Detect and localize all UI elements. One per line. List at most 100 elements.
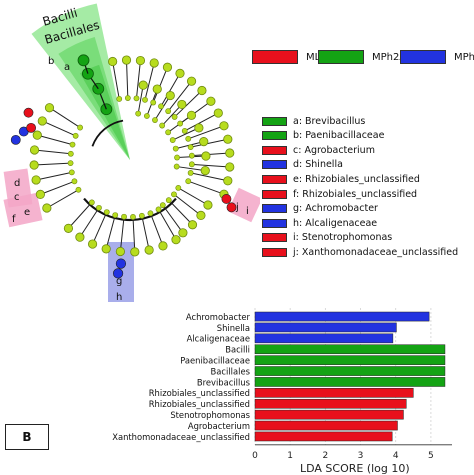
tree-node	[181, 127, 188, 134]
inner-arc	[91, 119, 124, 147]
tree-node	[187, 169, 194, 176]
tree-node	[75, 186, 82, 193]
highlighted-node	[23, 107, 34, 118]
tree-node	[68, 169, 75, 176]
clade-i-j-highlight	[227, 187, 260, 223]
tree-node	[201, 151, 211, 161]
clade-legend-item: i: Stenotrophomonas	[262, 232, 392, 244]
clade-legend-swatch	[262, 174, 287, 184]
branch	[126, 60, 129, 99]
bar-category-label: Alcaligenaceae	[187, 334, 250, 344]
tree-node	[158, 103, 164, 110]
branch	[160, 73, 181, 107]
x-tick-label: 4	[393, 451, 399, 461]
branch	[137, 85, 144, 114]
highlighted-node	[10, 134, 21, 145]
branch	[174, 90, 203, 118]
tree-node	[177, 99, 187, 110]
tree-node	[71, 178, 78, 185]
tree-node	[177, 120, 184, 127]
legend-swatch-mph2a	[318, 50, 364, 64]
tree-node	[186, 76, 197, 86]
tree-node	[143, 113, 150, 119]
branch	[132, 216, 136, 252]
clade-legend-item: a: Brevibacillus	[262, 115, 365, 127]
branch	[184, 112, 219, 132]
left-letter: e	[24, 207, 30, 218]
clade-legend-item: f: Rhizobiales_unclassified	[262, 188, 417, 200]
x-tick-label: 2	[322, 451, 328, 461]
tree-node	[150, 99, 157, 106]
tree-node	[175, 184, 182, 191]
legend-label-mphysl: MPhYsL	[454, 51, 474, 63]
x-tick-label: 5	[428, 451, 434, 461]
tree-node	[225, 148, 235, 158]
tree-node	[169, 137, 176, 143]
wedge-letter: a	[64, 62, 70, 73]
tree-node	[165, 129, 172, 136]
tree-node	[67, 160, 74, 167]
highlighted-node	[115, 258, 127, 269]
branch	[49, 107, 81, 129]
legend-label-ml: ML	[306, 51, 321, 63]
lda-bar	[254, 409, 404, 420]
tree-node	[178, 228, 188, 238]
tree-node	[87, 239, 98, 249]
panel-label: B	[5, 424, 49, 450]
branch	[178, 187, 209, 206]
branch	[35, 171, 72, 181]
tree-node	[142, 96, 148, 103]
clade-legend-swatch	[262, 218, 287, 228]
tree-node	[42, 203, 52, 213]
bottom-letter: g	[116, 276, 122, 287]
branch	[105, 214, 116, 249]
clade-legend-label: a: Brevibacillus	[293, 115, 366, 127]
clade-legend-swatch	[262, 131, 287, 141]
branch	[190, 138, 228, 148]
bar-category-label: Agrobacterium	[188, 421, 250, 431]
tree-node	[149, 58, 159, 68]
tree-node	[172, 145, 179, 152]
branch	[34, 149, 71, 155]
clade-legend-label: j: Xanthomonadaceae_unclassified	[293, 246, 459, 258]
lda-bar	[254, 322, 397, 333]
tree-node	[165, 108, 172, 115]
clade-legend-label: e: Rhizobiales_unclassified	[293, 173, 420, 185]
tree-node	[187, 144, 194, 151]
bacilli-node	[77, 54, 90, 67]
tree-node	[185, 135, 192, 142]
tree-node	[75, 232, 85, 242]
tree-node	[225, 162, 235, 172]
branch	[161, 104, 183, 126]
legend-item-mphysl: MPhYsL	[400, 50, 474, 64]
branch	[135, 60, 141, 99]
clade-legend-swatch	[262, 233, 287, 243]
bar-category-label: Paenibacillaceae	[180, 356, 250, 366]
tree-node	[135, 55, 146, 66]
x-axis-title: LDA SCORE (log 10)	[300, 462, 410, 475]
lda-bar	[254, 398, 407, 409]
legend-label-mph2a: MPh2A	[372, 51, 407, 63]
clade-legend-label: b: Paenibacillaceae	[293, 130, 385, 142]
x-tick-label: 1	[287, 451, 293, 461]
clade-legend-swatch	[262, 247, 287, 257]
clade-legend-label: d: Shinella	[293, 159, 343, 171]
tree-node	[213, 108, 223, 118]
clade-legend-swatch	[262, 145, 287, 155]
tree-node	[103, 209, 110, 216]
tree-node	[186, 110, 197, 120]
lda-bar	[254, 377, 446, 387]
lda-bar-chart: AchromobacterShinellaAlcaligenaceaeBacil…	[112, 308, 452, 461]
tree-node	[159, 202, 166, 209]
tree-node	[188, 161, 195, 168]
branch	[112, 61, 120, 100]
lda-bar	[254, 333, 394, 344]
bar-category-label: Xanthomonadaceae_unclassified	[112, 432, 250, 442]
clade-legend-swatch	[262, 204, 287, 214]
tree-node	[29, 160, 39, 170]
left-letter: c	[14, 192, 20, 203]
branch	[191, 152, 230, 157]
tree-node	[44, 103, 55, 113]
bar-category-label: Rhizobiales_unclassified	[149, 388, 250, 398]
